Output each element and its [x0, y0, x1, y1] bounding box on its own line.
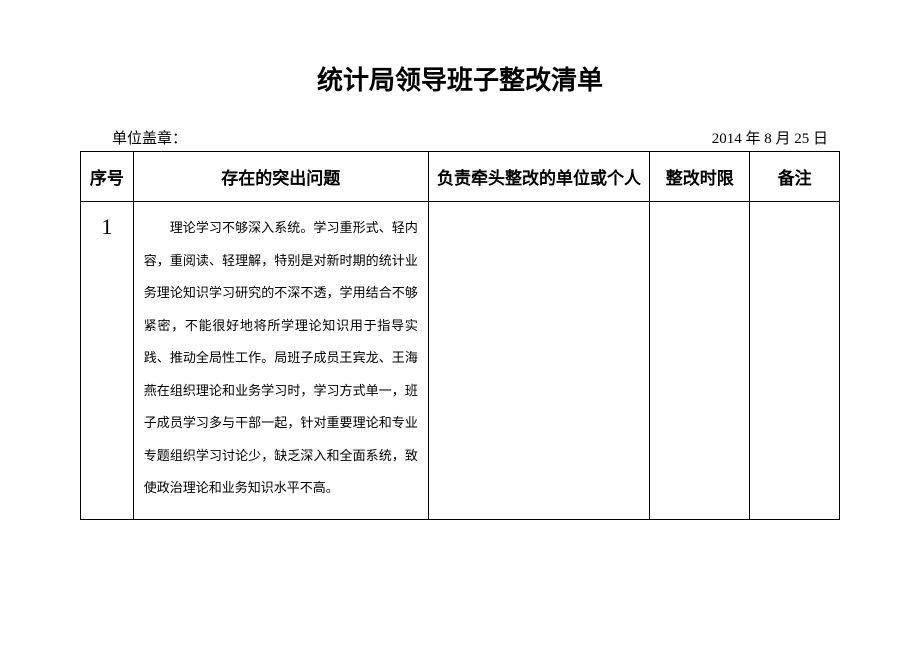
cell-responsible: [428, 202, 649, 520]
header-remark: 备注: [750, 152, 840, 202]
meta-row: 单位盖章： 2014 年 8 月 25 日: [80, 127, 840, 148]
table-header-row: 序号 存在的突出问题 负责牵头整改的单位或个人 整改时限 备注: [81, 152, 840, 202]
page-title: 统计局领导班子整改清单: [80, 60, 840, 97]
header-deadline: 整改时限: [650, 152, 750, 202]
header-responsible: 负责牵头整改的单位或个人: [428, 152, 649, 202]
rectification-table: 序号 存在的突出问题 负责牵头整改的单位或个人 整改时限 备注 1 理论学习不够…: [80, 151, 840, 520]
cell-remark: [750, 202, 840, 520]
cell-deadline: [650, 202, 750, 520]
table-row: 1 理论学习不够深入系统。学习重形式、轻内容，重阅读、轻理解，特别是对新时期的统…: [81, 202, 840, 520]
cell-seq: 1: [81, 202, 134, 520]
seal-label: 单位盖章：: [82, 127, 187, 148]
header-issue: 存在的突出问题: [133, 152, 428, 202]
cell-issue: 理论学习不够深入系统。学习重形式、轻内容，重阅读、轻理解，特别是对新时期的统计业…: [133, 202, 428, 520]
document-date: 2014 年 8 月 25 日: [712, 127, 838, 148]
header-seq: 序号: [81, 152, 134, 202]
